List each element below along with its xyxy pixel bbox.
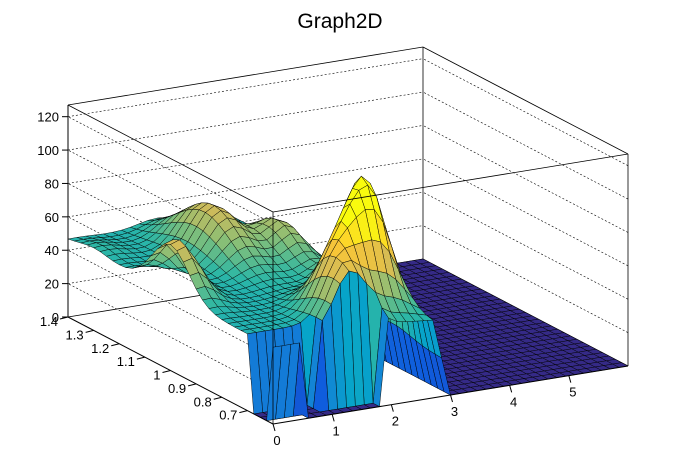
y-tick-label: 0.7 (219, 408, 237, 423)
x-tick (272, 423, 276, 432)
z-gridline (422, 225, 629, 333)
x-tick (568, 375, 572, 383)
z-gridline (67, 91, 424, 151)
x-tick (509, 385, 513, 393)
x-tick (390, 404, 394, 412)
z-tick-label: 100 (37, 143, 59, 158)
y-tick (85, 329, 94, 333)
z-gridline (422, 91, 629, 200)
chart-title: Graph2D (297, 10, 382, 33)
z-gridline (67, 116, 274, 224)
z-gridline (67, 149, 274, 258)
y-tick-label: 0.9 (168, 381, 186, 396)
y-tick-label: 1 (153, 368, 160, 383)
z-gridline (67, 249, 274, 358)
z-gridline (422, 158, 629, 267)
z-tick-label: 60 (45, 210, 59, 225)
z-gridline (67, 283, 274, 391)
z-gridline (422, 58, 629, 166)
x-tick-label: 5 (569, 385, 576, 400)
y-tick (111, 343, 120, 347)
z-gridline (67, 183, 274, 291)
y-tick (213, 396, 222, 400)
z-tick-label: 40 (45, 243, 59, 258)
box-edge (272, 153, 629, 213)
axes: 0123450.70.80.911.11.21.31.4020406080100… (37, 105, 629, 448)
axis-box-front (67, 104, 629, 424)
y-tick-label: 1.3 (66, 327, 84, 342)
box-edge (422, 46, 629, 155)
z-gridline (67, 125, 424, 184)
x-tick-label: 1 (333, 423, 340, 438)
x-tick (450, 394, 453, 403)
y-tick (162, 370, 171, 373)
y-tick (188, 383, 197, 387)
y-tick (136, 356, 145, 360)
x-tick (331, 414, 335, 422)
z-tick-label: 80 (45, 176, 59, 191)
z-tick-label: 120 (37, 110, 59, 125)
y-tick-label: 1.4 (40, 314, 58, 329)
surface-mesh (67, 175, 629, 421)
x-tick-label: 4 (510, 394, 517, 409)
y-tick-label: 0.8 (194, 394, 212, 409)
box-edge (67, 104, 274, 213)
z-tick-label: 0 (52, 310, 59, 325)
x-tick-label: 2 (392, 414, 399, 429)
z-tick-label: 20 (45, 277, 59, 292)
surface-cell (266, 345, 283, 421)
z-gridline (67, 58, 424, 117)
x-tick-label: 0 (273, 433, 280, 448)
z-gridline (422, 125, 629, 233)
y-tick-label: 1.2 (91, 341, 109, 356)
x-tick-label: 3 (451, 404, 458, 419)
box-edge (67, 46, 424, 106)
y-tick (239, 410, 248, 414)
z-gridline (422, 191, 629, 300)
y-tick-label: 1.1 (117, 354, 135, 369)
